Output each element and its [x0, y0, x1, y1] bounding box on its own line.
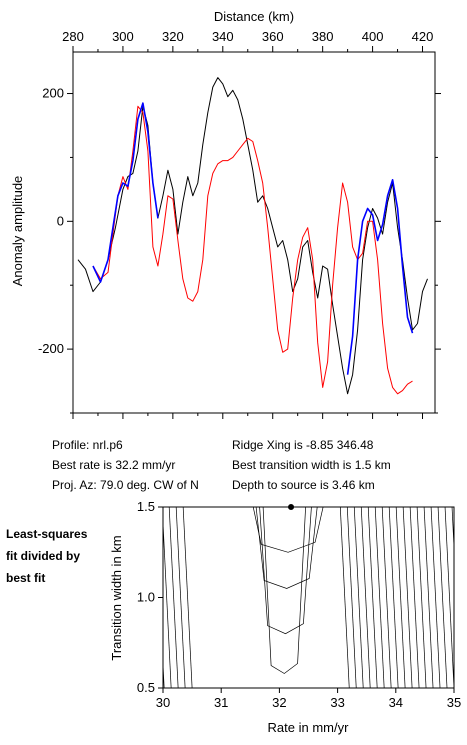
transition-width-text: Best transition width is 1.5 km [232, 458, 391, 472]
bottom-x-tick-label: 32 [272, 695, 286, 710]
contour-u-shape [255, 507, 318, 589]
top-x-tick-label: 360 [262, 29, 284, 44]
anomaly-series-line [346, 179, 414, 375]
bottom-x-tick-label: 35 [447, 695, 461, 710]
anomaly-series-line [77, 77, 428, 395]
ridge-crossing-text: Ridge Xing is -8.85 346.48 [232, 438, 374, 452]
anomaly-series-line [92, 102, 159, 283]
contour-line-right [360, 507, 371, 688]
contour-line-right [416, 507, 427, 688]
contour-line-right [423, 507, 434, 688]
contour-line-left [182, 507, 193, 688]
contour-line-right [388, 507, 399, 688]
contour-line-right [367, 507, 378, 688]
contour-line-right [451, 507, 454, 554]
contour-line-right [430, 507, 441, 688]
top-x-axis-label: Distance (km) [214, 9, 294, 24]
fit-note-line-2: fit divided by [6, 549, 81, 563]
contour-line-right [381, 507, 392, 688]
bottom-x-ticks: 30 31 32 33 34 35 [156, 688, 461, 710]
fit-note: Least-squares fit divided by best fit [6, 523, 116, 589]
top-x-tick-label: 340 [212, 29, 234, 44]
top-y-axis-label: Anomaly amplitude [10, 176, 25, 287]
bottom-y-tick-label: 1.0 [137, 590, 155, 605]
fit-note-line-1: Least-squares [6, 527, 88, 541]
source-depth-text: Depth to source is 3.46 km [232, 478, 375, 492]
bottom-y-ticks: 0.5 1.0 1.5 [137, 499, 163, 695]
contour-line-right [346, 507, 357, 688]
contour-line-right [437, 507, 448, 688]
contour-line-right [409, 507, 420, 688]
contour-line-left [168, 507, 179, 688]
contour-line-left [163, 516, 172, 688]
contour-u-shape [262, 507, 306, 674]
top-x-tick-label: 280 [62, 29, 84, 44]
contour-line-right [459, 507, 467, 688]
anomaly-series [77, 77, 428, 395]
contour-line-right [402, 507, 413, 688]
top-x-ticks: 280 300 320 340 360 380 400 420 [62, 29, 433, 419]
top-x-tick-label: 320 [162, 29, 184, 44]
top-x-tick-label: 380 [312, 29, 334, 44]
bottom-x-tick-label: 30 [156, 695, 170, 710]
contour-lines [127, 507, 467, 688]
top-y-tick-label: 0 [57, 213, 64, 228]
bottom-x-tick-label: 31 [214, 695, 228, 710]
top-y-ticks: 200 0 -200 [38, 86, 441, 414]
anomaly-series-line [92, 105, 413, 395]
bottom-x-tick-label: 33 [330, 695, 344, 710]
contour-line-right [374, 507, 385, 688]
contour-line-right [353, 507, 364, 688]
bottom-x-tick-label: 34 [389, 695, 403, 710]
misfit-contours [127, 504, 467, 688]
top-x-tick-label: 420 [412, 29, 434, 44]
contour-line-left [175, 507, 186, 688]
top-plot-frame [72, 51, 436, 414]
top-x-tick-label: 400 [362, 29, 384, 44]
top-x-tick-label: 300 [112, 29, 134, 44]
profile-text: Profile: nrl.p6 [52, 438, 123, 452]
projection-azimuth-text: Proj. Az: 79.0 deg. CW of N [52, 478, 199, 492]
bottom-y-axis-label: Transition width in km [109, 535, 124, 660]
contour-u-shape [259, 507, 312, 635]
bottom-y-tick-label: 1.5 [137, 499, 155, 514]
bottom-y-tick-label: 0.5 [137, 680, 155, 695]
contour-line-right [444, 507, 454, 688]
top-y-tick-label: 200 [42, 86, 64, 101]
contour-u-shape [252, 507, 324, 553]
best-rate-text: Best rate is 32.2 mm/yr [52, 458, 176, 472]
contour-line-left [127, 507, 136, 688]
bottom-x-axis-label: Rate in mm/yr [268, 720, 350, 735]
contour-line-right [395, 507, 406, 688]
fit-note-line-3: best fit [6, 571, 46, 585]
top-y-tick-label: -200 [38, 341, 64, 356]
contour-line-right [339, 507, 350, 688]
bottom-plot-frame [162, 506, 455, 689]
